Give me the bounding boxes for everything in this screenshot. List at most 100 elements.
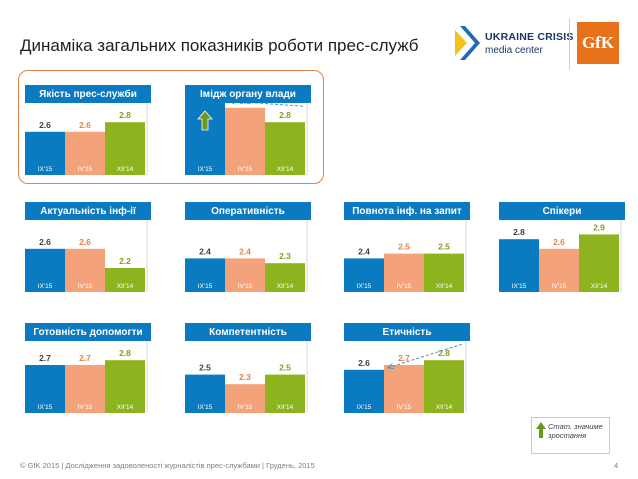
category-label: XII'14 xyxy=(117,283,134,290)
category-label: IV'15 xyxy=(238,404,253,411)
value-label: 2.8 xyxy=(513,227,525,237)
trend-arrow xyxy=(387,343,463,369)
ukraine-crisis-media-center-logo: UKRAINE CRISIS media center xyxy=(455,22,575,66)
bar xyxy=(65,365,105,413)
chart-title: Якість прес-служби xyxy=(25,85,151,103)
category-label: IV'15 xyxy=(238,283,253,290)
bar-chart: IX'15 2.8 IV'15 2.6 XII'14 2.9 xyxy=(499,220,622,292)
category-label: XII'14 xyxy=(117,166,134,173)
category-label: XII'14 xyxy=(117,404,134,411)
bar xyxy=(384,253,424,292)
bar xyxy=(384,365,424,413)
bar xyxy=(65,248,105,292)
value-label: 2.8 xyxy=(438,348,450,358)
category-label: IV'15 xyxy=(78,166,93,173)
category-label: XII'14 xyxy=(591,283,608,290)
bar xyxy=(265,122,305,175)
trend-arrow-head xyxy=(386,363,395,370)
bar-chart: IX'15 2.4 IV'15 2.5 XII'14 2.5 xyxy=(344,220,467,292)
bar xyxy=(105,268,145,292)
category-label: IV'15 xyxy=(238,166,253,173)
ucmc-logo-line2: media center xyxy=(485,45,543,56)
category-label: IV'15 xyxy=(78,283,93,290)
value-label: 2.7 xyxy=(39,353,51,363)
bar xyxy=(344,369,384,413)
bar-chart: IX'15 2.6 IV'15 2.7 XII'14 2.8 xyxy=(344,341,467,413)
value-label: 2.5 xyxy=(438,242,450,252)
page-number: 4 xyxy=(614,461,619,470)
value-label: 2.8 xyxy=(279,110,291,120)
chart-panel: IX'15 2.6 IV'15 2.6 XII'14 2.2 Актуальність ін… xyxy=(25,202,151,292)
ucmc-logo-line1: UKRAINE CRISIS xyxy=(485,31,574,43)
value-label: 2.7 xyxy=(398,353,410,363)
bar xyxy=(105,122,145,175)
value-label: 2.6 xyxy=(358,358,370,368)
category-label: IX'15 xyxy=(357,283,372,290)
chart-panel: IX'15 2.5 IV'15 2.3 XII'14 2.5 Компетентність xyxy=(185,323,311,413)
value-label: 2.4 xyxy=(199,246,211,256)
bar xyxy=(344,258,384,292)
chart-title: Імідж органу влади xyxy=(185,85,311,103)
category-label: IX'15 xyxy=(357,404,372,411)
bar xyxy=(539,248,579,292)
chart-panel: IX'15 2.8 IV'15 2.6 XII'14 2.9 Спікери xyxy=(499,202,625,292)
value-label: 2.3 xyxy=(239,372,251,382)
bar-chart: IX'15 2.6 IV'15 2.6 XII'14 2.8 xyxy=(25,103,148,175)
chart-title: Актуальність інф-ії xyxy=(25,202,151,220)
bar-chart: IX'15 2.4 IV'15 2.4 XII'14 2.3 xyxy=(185,220,308,292)
category-label: IX'15 xyxy=(198,166,213,173)
value-label: 2.6 xyxy=(79,120,91,130)
value-label: 2.3 xyxy=(279,251,291,261)
category-label: IX'15 xyxy=(38,166,53,173)
legend-note: Стат. значиме зростання xyxy=(531,417,610,454)
value-label: 2.8 xyxy=(119,348,131,358)
bar xyxy=(499,239,539,292)
category-label: IX'15 xyxy=(512,283,527,290)
value-label: 2.8 xyxy=(119,110,131,120)
category-label: IV'15 xyxy=(78,404,93,411)
chart-panel: IX'15 2.6 IV'15 2.7 XII'14 2.8 Етичність xyxy=(344,323,470,413)
chart-title: Оперативність xyxy=(185,202,311,220)
chart-title: Готовність допомогти xyxy=(25,323,151,341)
value-label: 2.6 xyxy=(553,237,565,247)
value-label: 2.5 xyxy=(199,363,211,373)
legend-note-text: Стат. значиме зростання xyxy=(548,422,603,440)
category-label: IV'15 xyxy=(552,283,567,290)
page-title: Динаміка загальних показників роботи пре… xyxy=(20,36,419,55)
bar xyxy=(424,360,464,413)
bar xyxy=(25,248,65,292)
gfk-logo: GfK xyxy=(577,22,619,64)
category-label: IV'15 xyxy=(397,404,412,411)
bar xyxy=(185,374,225,413)
bar xyxy=(25,365,65,413)
ucmc-mark-icon xyxy=(455,26,480,60)
value-label: 2.7 xyxy=(79,353,91,363)
category-label: IX'15 xyxy=(198,283,213,290)
category-label: XII'14 xyxy=(277,283,294,290)
bar xyxy=(65,131,105,175)
value-label: 2.5 xyxy=(398,242,410,252)
value-label: 2.9 xyxy=(593,222,605,232)
chart-panel: IX'15 2.6 IV'15 2.6 XII'14 2.8 Якість прес-слу… xyxy=(25,85,151,175)
significant-growth-icon xyxy=(197,110,213,131)
footer-text: © GfK 2015 | Дослідження задоволеності ж… xyxy=(20,461,315,470)
bar xyxy=(424,253,464,292)
bar xyxy=(265,374,305,413)
up-arrow-icon xyxy=(536,422,546,438)
bar xyxy=(225,384,265,413)
value-label: 2.4 xyxy=(358,246,370,256)
category-label: XII'14 xyxy=(436,404,453,411)
bar xyxy=(225,107,265,175)
bar xyxy=(225,258,265,292)
bar xyxy=(579,234,619,292)
bar xyxy=(265,263,305,292)
category-label: IX'15 xyxy=(38,404,53,411)
value-label: 2.5 xyxy=(279,363,291,373)
bar-chart: IX'15 2.5 IV'15 2.3 XII'14 2.5 xyxy=(185,341,308,413)
value-label: 2.6 xyxy=(79,237,91,247)
chart-panel: IX'15 2.4 IV'15 2.5 XII'14 2.5 Повнота інф. на… xyxy=(344,202,470,292)
category-label: XII'14 xyxy=(277,404,294,411)
category-label: IX'15 xyxy=(198,404,213,411)
value-label: 2.6 xyxy=(39,237,51,247)
